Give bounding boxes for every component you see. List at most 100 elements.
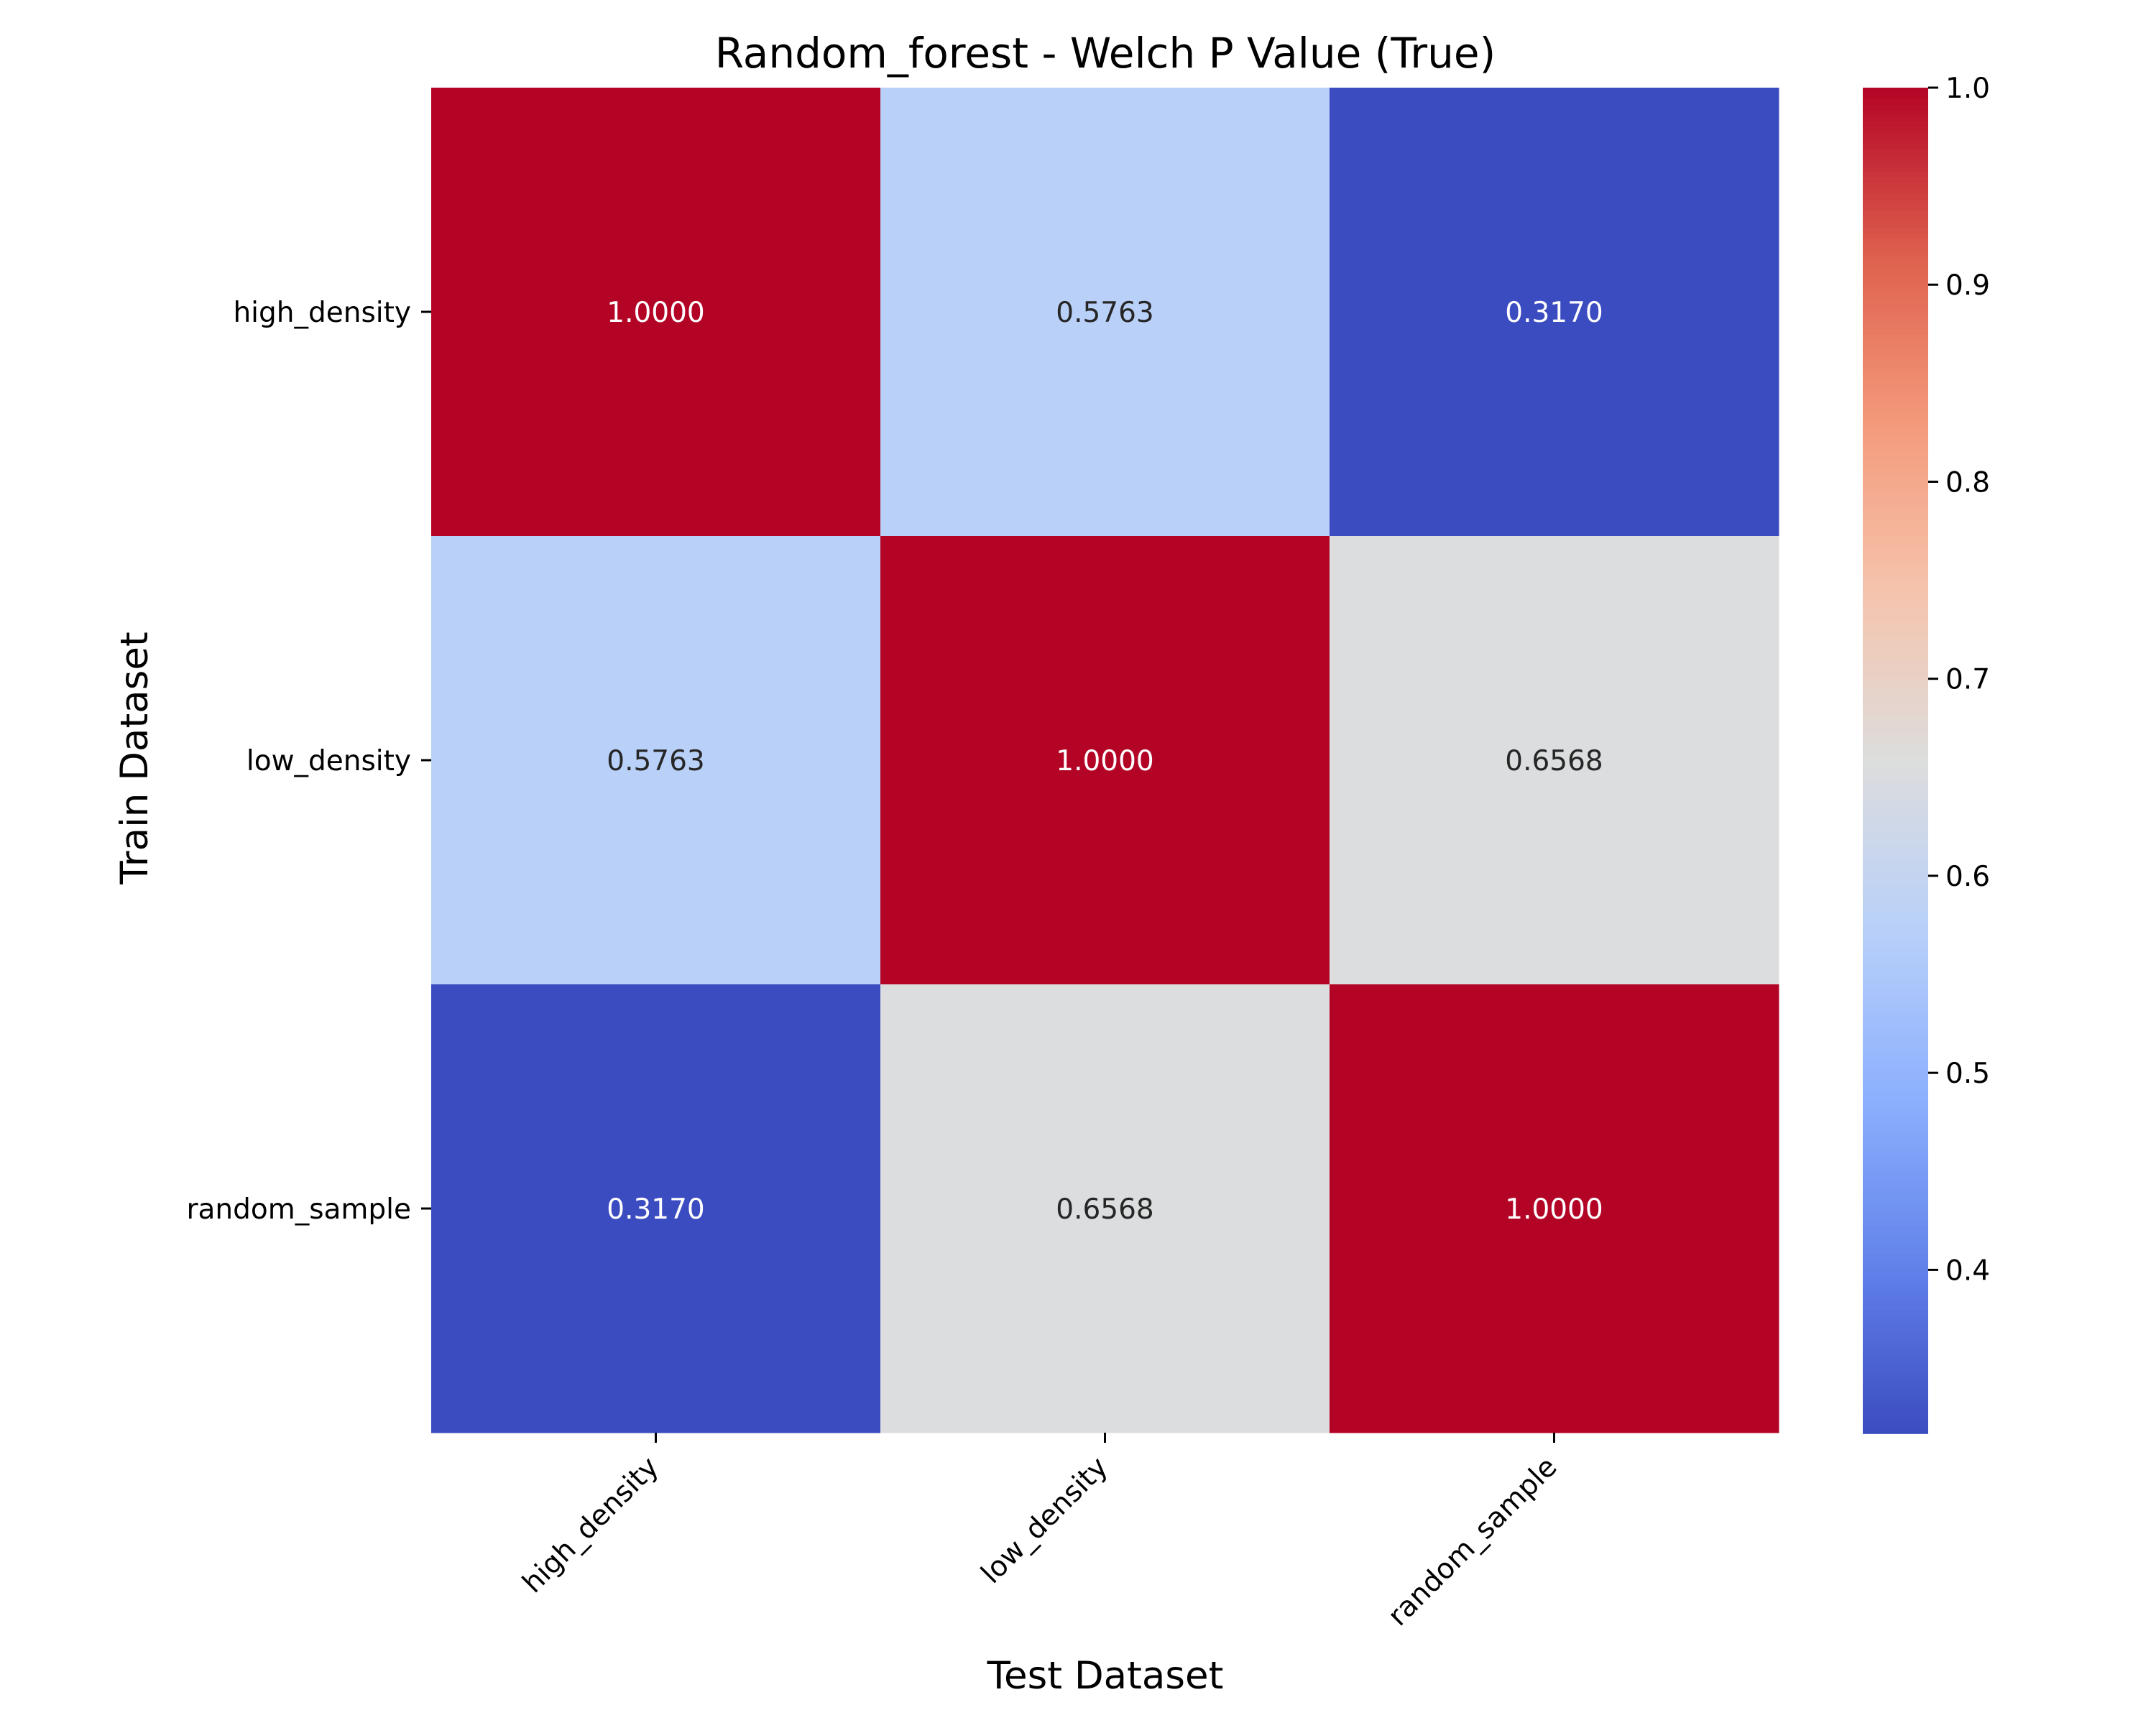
cell-value-label: 1.0000 xyxy=(607,297,704,329)
colorbar-band xyxy=(1863,974,1928,980)
colorbar-band xyxy=(1863,928,1928,935)
cell-value-label: 0.6568 xyxy=(1056,1193,1153,1226)
chart-title: Random_forest - Welch P Value (True) xyxy=(715,29,1496,78)
colorbar-band xyxy=(1863,637,1928,644)
colorbar-band xyxy=(1863,878,1928,884)
colorbar-band xyxy=(1863,1254,1928,1260)
colorbar-band xyxy=(1863,1068,1928,1076)
colorbar-band xyxy=(1863,918,1928,924)
colorbar-band xyxy=(1863,1086,1928,1092)
colorbar-band xyxy=(1863,486,1928,492)
colorbar-band xyxy=(1863,738,1928,744)
colorbar-band xyxy=(1863,1214,1928,1221)
colorbar-band xyxy=(1863,710,1928,716)
colorbar-band xyxy=(1863,592,1928,599)
colorbar-band xyxy=(1863,328,1928,336)
y-tick-label: random_sample xyxy=(186,1193,411,1226)
colorbar-band xyxy=(1863,1394,1928,1400)
x-tick-label: high_density xyxy=(517,1451,665,1599)
colorbar-band xyxy=(1863,458,1928,464)
colorbar-band xyxy=(1863,1382,1928,1390)
colorbar-band xyxy=(1863,884,1928,890)
colorbar-band xyxy=(1863,116,1928,122)
cell-value-label: 0.5763 xyxy=(1056,297,1153,329)
colorbar-band xyxy=(1863,1158,1928,1165)
cell-value-label: 0.5763 xyxy=(607,745,704,777)
colorbar-band xyxy=(1863,632,1928,638)
heatmap-cell xyxy=(1330,88,1779,537)
colorbar-band xyxy=(1863,654,1928,660)
colorbar-band xyxy=(1863,698,1928,706)
colorbar-band xyxy=(1863,452,1928,458)
colorbar-band xyxy=(1863,1377,1928,1384)
colorbar-band xyxy=(1863,1012,1928,1020)
colorbar-band xyxy=(1863,1046,1928,1053)
colorbar-band xyxy=(1863,379,1928,386)
colorbar-band xyxy=(1863,794,1928,800)
colorbar-band xyxy=(1863,144,1928,150)
colorbar-band xyxy=(1863,496,1928,504)
colorbar-band xyxy=(1863,536,1928,542)
x-tick-label: random_sample xyxy=(1382,1451,1564,1632)
colorbar-band xyxy=(1863,132,1928,139)
colorbar-band xyxy=(1863,693,1928,700)
colorbar-band xyxy=(1863,1276,1928,1283)
colorbar-band xyxy=(1863,402,1928,408)
colorbar-band xyxy=(1863,816,1928,823)
colorbar-band xyxy=(1863,390,1928,397)
colorbar-band xyxy=(1863,979,1928,986)
colorbar-band xyxy=(1863,289,1928,296)
colorbar-band xyxy=(1863,598,1928,604)
colorbar-band xyxy=(1863,284,1928,290)
colorbar-band xyxy=(1863,558,1928,565)
colorbar-band xyxy=(1863,1175,1928,1182)
colorbar-band xyxy=(1863,256,1928,262)
colorbar-band xyxy=(1863,766,1928,772)
colorbar-band xyxy=(1863,1242,1928,1249)
colorbar-band xyxy=(1863,1124,1928,1132)
colorbar-band xyxy=(1863,121,1928,128)
colorbar-band xyxy=(1863,194,1928,200)
colorbar-tick-label: 0.6 xyxy=(1945,861,1990,893)
colorbar-band xyxy=(1863,244,1928,251)
colorbar-band xyxy=(1863,838,1928,846)
colorbar-band xyxy=(1863,368,1928,374)
colorbar-band xyxy=(1863,1338,1928,1344)
x-tick-label: low_density xyxy=(975,1451,1115,1590)
cell-value-label: 1.0000 xyxy=(1505,1193,1603,1226)
colorbar-band xyxy=(1863,1304,1928,1311)
colorbar-band xyxy=(1863,833,1928,840)
colorbar-band xyxy=(1863,1237,1928,1244)
colorbar-band xyxy=(1863,923,1928,930)
colorbar-band xyxy=(1863,1136,1928,1142)
heatmap-cell xyxy=(1330,984,1779,1433)
colorbar-band xyxy=(1863,900,1928,907)
colorbar-band xyxy=(1863,1326,1928,1334)
colorbar-band xyxy=(1863,1192,1928,1199)
colorbar-band xyxy=(1863,1288,1928,1294)
heatmap-cell xyxy=(1330,536,1779,985)
colorbar-band xyxy=(1863,424,1928,430)
colorbar-band xyxy=(1863,1058,1928,1064)
colorbar-band xyxy=(1863,463,1928,470)
colorbar-band xyxy=(1863,744,1928,750)
colorbar-band xyxy=(1863,867,1928,874)
colorbar-band xyxy=(1863,1080,1928,1086)
colorbar-band xyxy=(1863,850,1928,856)
colorbar-band xyxy=(1863,912,1928,918)
colorbar-band xyxy=(1863,1198,1928,1204)
colorbar-band xyxy=(1863,1114,1928,1120)
cell-value-label: 0.3170 xyxy=(1505,297,1603,329)
colorbar-band xyxy=(1863,889,1928,896)
colorbar-band xyxy=(1863,1040,1928,1048)
colorbar-band xyxy=(1863,435,1928,442)
colorbar-band xyxy=(1863,334,1928,341)
y-tick-label: low_density xyxy=(247,745,411,777)
heatmap-cell xyxy=(880,536,1330,985)
colorbar-band xyxy=(1863,856,1928,862)
colorbar-band xyxy=(1863,1248,1928,1255)
colorbar-band xyxy=(1863,166,1928,172)
colorbar-band xyxy=(1863,665,1928,672)
colorbar-band xyxy=(1863,1002,1928,1008)
